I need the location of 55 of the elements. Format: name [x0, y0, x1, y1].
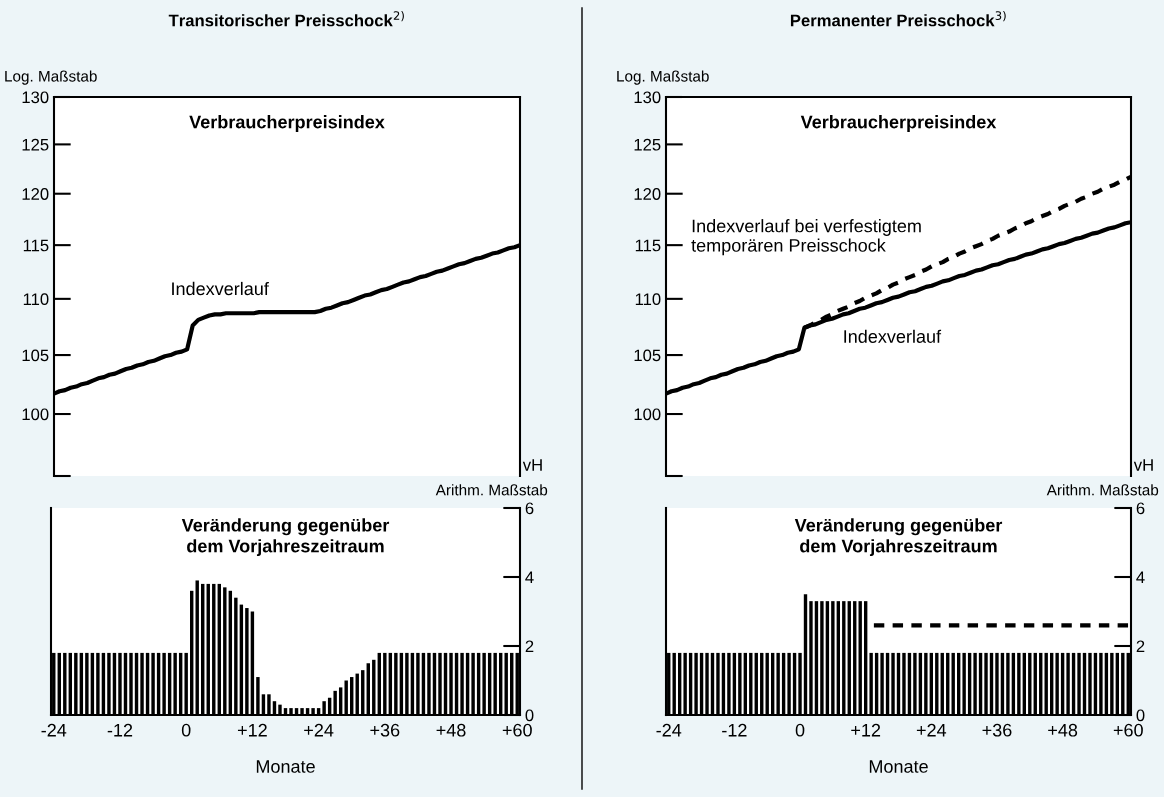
y-tick-label: 110: [635, 293, 661, 306]
y-tick-label: 125: [22, 138, 49, 151]
text: Verbraucherpreisindex: [800, 115, 997, 132]
text: Veränderung gegenüber dem Vorjahreszeitraum: [181, 518, 390, 557]
y-tick-label: 115: [23, 239, 49, 252]
y-tick-label: 115: [635, 239, 661, 252]
y2-tick-label: 2: [1136, 640, 1145, 653]
chart-title: Transitorischer Preisschock$^{2)}$: [168, 10, 404, 27]
y-tick-label: 100: [22, 408, 49, 421]
y2-tick-label: 2: [525, 640, 534, 653]
x-tick-label: 0: [181, 723, 191, 737]
y2-axis-title: vH: [522, 459, 542, 471]
y-tick-label: 120: [634, 188, 661, 200]
y2-tick-label: 6: [525, 502, 534, 515]
text: Log. Maßstab: [5, 70, 97, 85]
y2-tick-label: 0: [1136, 709, 1145, 722]
y-tick-label: 125: [634, 138, 661, 151]
y-tick-label: 120: [22, 188, 49, 200]
y2-tick-label: 4: [525, 571, 534, 584]
text: Arithm. Maßstab: [1046, 484, 1159, 496]
y-tick-label: 105: [22, 349, 49, 362]
text: Log. Maßstab: [617, 70, 709, 85]
x-axis-title: Monate: [869, 760, 928, 773]
x-tick-label: -12: [107, 723, 133, 737]
x-tick-label: -24: [41, 723, 67, 737]
text: Veränderung gegenüber dem Vorjahreszeitraum: [794, 518, 1003, 557]
y-tick-label: 110: [23, 293, 49, 306]
x-tick-label: -12: [722, 723, 747, 737]
annotation: Indexverlauf bei verfestigtem temporären Preisschock: [691, 219, 921, 256]
x-tick-label: +60: [1113, 723, 1143, 737]
y2-tick-label: 6: [1136, 502, 1145, 515]
x-tick-label: +24: [304, 723, 334, 737]
y-tick-label: 130: [22, 91, 49, 104]
y2-tick-label: 0: [525, 709, 534, 722]
y-tick-label: 130: [634, 91, 661, 104]
x-tick-label: +12: [237, 723, 267, 737]
x-tick-label: +48: [436, 723, 466, 737]
y-tick-label: 105: [634, 349, 661, 362]
annotation: Indexverlauf: [844, 329, 942, 343]
y2-axis-title: vH: [1133, 459, 1153, 471]
text: Verbraucherpreisindex: [189, 115, 385, 132]
x-tick-label: 0: [795, 723, 805, 737]
x-tick-label: +24: [916, 723, 947, 737]
y-tick-label: 100: [634, 408, 661, 421]
x-axis-title: Monate: [256, 760, 315, 773]
x-tick-label: -24: [656, 723, 682, 737]
y2-tick-label: 4: [1136, 571, 1145, 584]
text: Arithm. Maßstab: [435, 484, 548, 496]
x-tick-label: +60: [502, 723, 532, 737]
x-tick-label: +36: [370, 723, 400, 737]
x-tick-label: +36: [982, 723, 1012, 737]
annotation: Indexverlauf: [172, 281, 269, 296]
x-tick-label: +48: [1048, 723, 1078, 737]
x-tick-label: +12: [851, 723, 881, 737]
chart-title: Permanenter Preisschock$^{3)}$: [790, 10, 1006, 27]
